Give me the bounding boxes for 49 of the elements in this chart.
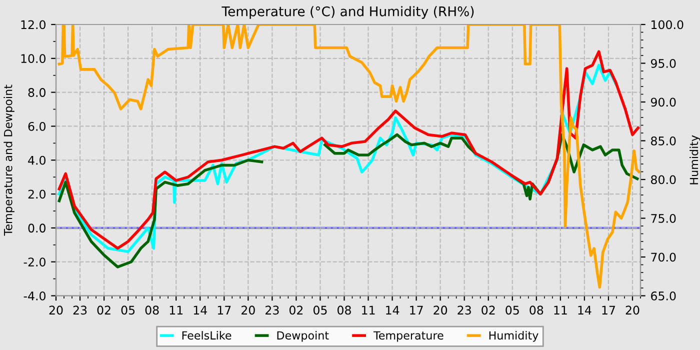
- y-tick-label: -2.0: [24, 258, 46, 266]
- x-tick-label: 05: [121, 306, 135, 315]
- y2-tick-label: 90.0: [650, 98, 676, 107]
- x-tick-label: 20: [49, 306, 63, 315]
- x-tick-label: 17: [602, 306, 615, 314]
- x-tick-label: 02: [289, 306, 303, 315]
- y-tick-label: 12.0: [21, 20, 46, 30]
- x-tick-label: 08: [338, 306, 351, 315]
- x-tick-label: 11: [554, 306, 567, 314]
- y-tick-label: 10.0: [21, 54, 46, 64]
- y2-axis-title: Humidity: [690, 135, 700, 184]
- y-tick-label: 6.0: [28, 122, 46, 131]
- y-tick-label: -4.0: [24, 291, 46, 300]
- x-tick-label: 08: [530, 306, 544, 315]
- y2-tick-label: 80.0: [651, 175, 676, 184]
- y2-tick-label: 75.0: [651, 214, 676, 223]
- x-tick-label: 14: [386, 306, 400, 314]
- y2-tick-label: 100.0: [652, 20, 684, 30]
- x-tick-label: 20: [434, 306, 448, 315]
- x-tick-label: 05: [506, 306, 519, 315]
- x-tick-label: 05: [313, 306, 327, 315]
- y2-tick-label: 95.0: [650, 58, 676, 68]
- legend-label: Temperature: [373, 331, 444, 342]
- y2-tick-label: 65.0: [651, 291, 676, 300]
- y-tick-label: 2.0: [28, 190, 46, 199]
- x-tick-label: 08: [145, 306, 159, 315]
- y2-tick-label: 70.0: [651, 252, 676, 262]
- x-tick-label: 17: [218, 306, 231, 314]
- legend-label: FeelsLike: [182, 330, 232, 340]
- x-tick-label: 17: [410, 306, 423, 314]
- x-tick-label: 23: [266, 306, 279, 315]
- y2-tick-label: 85.0: [651, 136, 676, 146]
- x-tick-label: 23: [458, 306, 471, 315]
- legend-label: Dewpoint: [277, 330, 329, 342]
- x-tick-label: 02: [482, 306, 495, 315]
- y-tick-label: 0.0: [28, 224, 46, 233]
- x-tick-label: 23: [73, 306, 87, 315]
- x-tick-label: 20: [626, 306, 640, 315]
- y-axis-title: Temperature and Dewpoint: [4, 84, 14, 236]
- x-tick-label: 14: [578, 306, 592, 314]
- legend-label: Humidity: [489, 330, 538, 342]
- y-tick-label: 8.0: [28, 88, 46, 97]
- x-tick-label: 20: [242, 306, 255, 315]
- x-tick-label: 11: [362, 306, 375, 314]
- chart-title: Temperature (°C) and Humidity (RH%): [222, 6, 474, 19]
- x-tick-label: 02: [97, 306, 110, 315]
- x-tick-label: 14: [194, 306, 207, 314]
- y-tick-label: 4.0: [28, 156, 46, 165]
- x-tick-label: 11: [170, 306, 183, 314]
